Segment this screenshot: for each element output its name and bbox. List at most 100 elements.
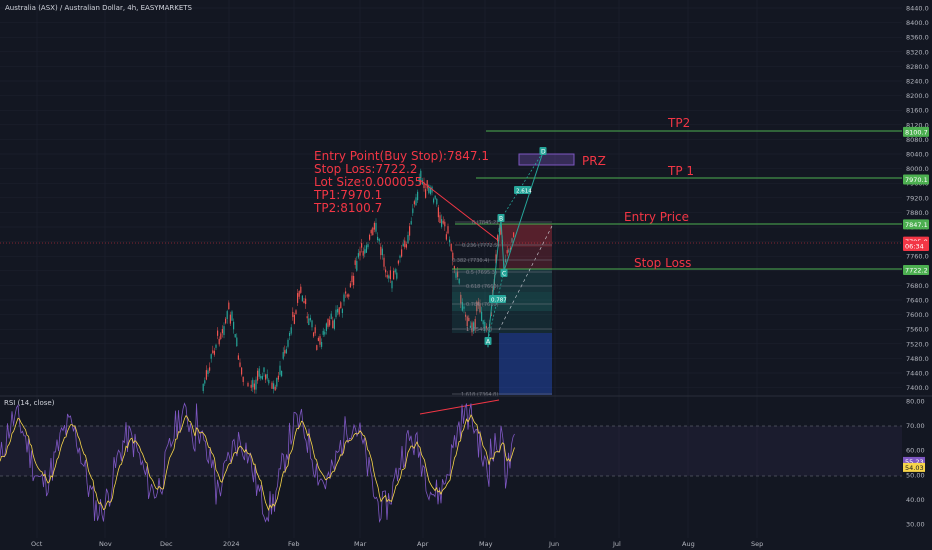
candle-body — [332, 320, 334, 329]
candle-body — [481, 311, 483, 322]
candle-body — [381, 248, 383, 256]
pattern-badges: A B C D 2.614 0.787 — [484, 147, 547, 346]
position-tool[interactable] — [452, 224, 552, 395]
trade-info-line: TP1:7970.1 — [313, 188, 382, 202]
time-tick-label: Feb — [288, 540, 300, 548]
prz-box[interactable] — [518, 153, 575, 166]
candle-body — [449, 239, 451, 243]
price-tick-label: 8000.0 — [906, 165, 929, 173]
candle-body — [409, 226, 411, 236]
candle-body — [231, 311, 233, 321]
candle-body — [509, 247, 511, 250]
candle-body — [460, 294, 462, 304]
candle-body — [279, 365, 281, 375]
candle-body — [466, 316, 468, 327]
prz-label[interactable]: PRZ — [582, 154, 606, 168]
candle-body — [423, 182, 425, 189]
candle-body — [303, 301, 305, 304]
time-tick-label: Oct — [31, 540, 43, 548]
candle-body — [226, 311, 228, 319]
candle-body — [215, 344, 217, 348]
candle-body — [234, 334, 236, 338]
level-lines[interactable] — [0, 130, 902, 270]
price-axis[interactable]: 8440.0 8400.0 8360.0 8320.0 8280.0 8240.0 8200… — [903, 5, 929, 393]
candle-body — [417, 191, 419, 201]
candle-body — [505, 259, 507, 263]
time-axis[interactable]: Oct Nov Dec 2024 Feb Mar Apr May Jun Jul Aug Sep — [31, 540, 763, 548]
tp2-label[interactable]: TP2 — [667, 116, 690, 130]
rsi-value-tag: 54.03 — [905, 464, 924, 472]
pattern-ratio-label: 0.787 — [491, 298, 507, 304]
candle-body — [324, 331, 326, 335]
candle-body — [305, 298, 307, 305]
price-tick-label: 8320.0 — [906, 48, 929, 56]
candle-body — [378, 238, 380, 242]
candle-body — [474, 319, 476, 329]
candle-body — [239, 362, 241, 367]
candle-body — [258, 368, 260, 377]
candle-body — [298, 291, 300, 297]
stop-loss-label[interactable]: Stop Loss — [634, 256, 691, 270]
candle-body — [498, 228, 500, 233]
rsi-title[interactable]: RSI (14, close) — [4, 399, 55, 407]
candle-body — [410, 221, 412, 225]
candle-body — [330, 313, 332, 320]
candle-body — [373, 222, 375, 230]
candle-body — [311, 320, 313, 328]
candle-body — [407, 235, 409, 244]
candle-body — [402, 243, 404, 247]
rsi-ma-line — [0, 414, 515, 512]
candle-body — [372, 227, 374, 236]
candle-body — [361, 243, 363, 248]
candle-body — [295, 310, 297, 315]
fib-level-label: 0.786 (7610) — [466, 302, 499, 308]
candle-body — [511, 238, 513, 243]
price-tick-label: 8120.0 — [906, 121, 929, 129]
candle-body — [367, 244, 369, 248]
tp1-label[interactable]: TP 1 — [667, 164, 694, 178]
price-tick-label: 7640.0 — [906, 297, 929, 305]
candle-body — [393, 270, 395, 280]
trade-info-text[interactable]: Entry Point(Buy Stop):7847.1 Stop Loss:7… — [313, 149, 489, 215]
candle-body — [354, 260, 356, 265]
candle-body — [457, 271, 459, 277]
price-tick-label: 8080.0 — [906, 136, 929, 144]
candle-body — [253, 383, 255, 390]
rsi-trend-line[interactable] — [419, 399, 500, 415]
pattern-ratio-label: 2.614 — [516, 189, 532, 195]
candle-body — [396, 272, 398, 279]
candle-body — [436, 198, 438, 205]
rsi-panel[interactable] — [0, 402, 902, 523]
candle-body — [348, 294, 350, 297]
candle-body — [497, 235, 499, 242]
candle-body — [415, 197, 417, 206]
candle-body — [362, 250, 364, 256]
candle-body — [284, 350, 286, 354]
candle-body — [263, 367, 265, 372]
candle-body — [306, 316, 308, 319]
trend-line[interactable] — [419, 179, 500, 242]
candle-body — [301, 295, 303, 302]
candle-body — [380, 246, 382, 256]
price-tick-label: 8440.0 — [906, 5, 929, 13]
rsi-tick-label: 40.00 — [906, 496, 925, 504]
candle-body — [485, 326, 487, 329]
candle-body — [370, 229, 372, 234]
candle-body — [469, 325, 471, 328]
candle-body — [447, 226, 449, 234]
candle-body — [359, 251, 361, 256]
fib-level-label: 0.618 (7660) — [466, 284, 499, 290]
price-tick-label: 7760.0 — [906, 253, 929, 261]
candle-body — [300, 286, 302, 293]
symbol-title[interactable]: Australia (ASX) / Australian Dollar, 4h,… — [5, 4, 193, 12]
candle-body — [428, 184, 430, 193]
fib-level-label: 1 (7546.6) — [466, 327, 492, 333]
candle-body — [445, 234, 447, 240]
fib-level-label: 0 (7845.2) — [472, 220, 498, 226]
entry-label[interactable]: Entry Price — [624, 210, 689, 224]
candle-body — [375, 222, 377, 232]
candle-body — [228, 302, 230, 310]
candle-body — [394, 269, 396, 273]
